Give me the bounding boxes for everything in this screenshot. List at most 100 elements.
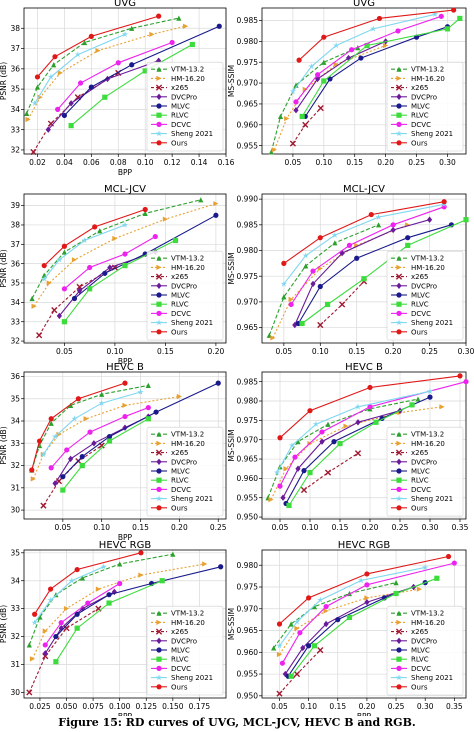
data-point (37, 614, 43, 620)
series-line (38, 267, 116, 336)
data-point (98, 399, 105, 406)
y-tick-label: 32 (10, 337, 20, 346)
data-point (47, 596, 54, 603)
y-tick-label: 37 (10, 44, 20, 53)
series-sheng-2021 (276, 564, 429, 649)
y-tick-label: 34 (10, 298, 20, 307)
series-hm-16-20 (29, 561, 208, 662)
legend-label: HM-16.20 (411, 619, 445, 627)
chart-panel-6: 0.05 0.10 0.15 0.20 0.25 0.30 0.35 0.950 0.955 0.… (227, 362, 469, 532)
data-point (315, 75, 321, 83)
data-point (42, 642, 48, 648)
legend-marker (396, 292, 402, 298)
legend-label: Ours (411, 504, 428, 512)
data-point (100, 563, 107, 570)
x-tick-label: 0.20 (385, 347, 402, 356)
legend-label: RLVC (411, 301, 429, 309)
x-tick-label: 0.05 (54, 523, 71, 532)
x-tick-label: 0.20 (359, 702, 376, 711)
legend-marker (156, 486, 162, 492)
data-point (142, 206, 148, 213)
x-tick-label: 0.10 (315, 158, 332, 167)
legend-marker (396, 310, 402, 316)
series-dcvc (277, 379, 469, 489)
legend-label: DVCPro (171, 93, 197, 101)
data-point (324, 301, 331, 308)
series-line (64, 236, 156, 290)
data-point (293, 618, 301, 625)
data-point (25, 116, 31, 123)
data-point (42, 628, 48, 634)
data-point (426, 216, 433, 223)
x-tick-label: 0.12 (164, 158, 181, 167)
data-point (335, 617, 341, 623)
y-tick-label: 38 (10, 24, 20, 33)
data-point (317, 283, 323, 290)
data-point (321, 34, 327, 40)
data-point (288, 442, 296, 449)
data-point (77, 80, 84, 86)
y-axis-label: PSNR (dB) (0, 605, 8, 643)
legend-box (386, 61, 464, 152)
legend-label: DVCPro (411, 93, 437, 101)
legend-label: HM-16.20 (171, 440, 205, 448)
x-tick-label: 0.25 (392, 523, 409, 532)
legend-marker (396, 112, 402, 118)
data-point (51, 433, 59, 440)
y-tick-label: 34 (10, 417, 20, 426)
legend-marker (156, 121, 162, 127)
data-point (395, 28, 401, 34)
legend-marker (155, 319, 163, 326)
data-point (40, 502, 47, 509)
series-sheng-2021 (41, 221, 129, 282)
data-point (68, 402, 74, 409)
data-point (354, 255, 360, 261)
legend-marker (396, 684, 402, 690)
series-sheng-2021 (289, 10, 439, 95)
data-point (332, 42, 340, 49)
data-point (354, 403, 362, 410)
y-tick-label: 36 (10, 372, 20, 381)
data-point (102, 94, 108, 100)
y-tick-label: 0.965 (237, 626, 259, 635)
data-point (87, 286, 93, 292)
legend-label: Ours (171, 139, 188, 147)
data-point (299, 113, 305, 120)
y-tick-label: 0.965 (237, 455, 259, 464)
data-point (300, 486, 308, 494)
data-point (293, 107, 299, 114)
series-line (28, 553, 173, 646)
series-ours (281, 199, 447, 266)
legend-label: Sheng 2021 (171, 130, 213, 138)
legend-label: Ours (171, 328, 188, 336)
data-point (337, 440, 343, 447)
data-point (364, 595, 370, 601)
legend-marker (396, 301, 402, 307)
data-point (122, 262, 128, 269)
data-point (42, 650, 48, 657)
legend-label: VTM-13.2 (411, 431, 444, 439)
data-point (345, 54, 352, 62)
data-point (445, 553, 452, 560)
y-tick-label: 0.970 (237, 297, 259, 306)
data-point (375, 222, 382, 228)
legend-label: HM-16.20 (171, 75, 205, 83)
data-point (52, 480, 58, 487)
data-point (367, 384, 373, 391)
x-tick-label: 0.15 (346, 158, 363, 167)
data-point (315, 72, 321, 78)
data-point (463, 217, 469, 223)
legend-marker (396, 329, 402, 335)
axes-frame (23, 371, 227, 520)
data-point (358, 55, 364, 61)
legend-label: RLVC (411, 112, 429, 120)
data-point (280, 280, 288, 287)
y-axis-label: PSNR (dB) (0, 426, 8, 464)
data-point (276, 651, 283, 658)
data-point (121, 31, 129, 38)
y-tick-label: 0.960 (237, 120, 259, 129)
data-point (323, 620, 329, 628)
data-point (102, 270, 108, 276)
x-tick-label: 0.20 (208, 347, 225, 356)
